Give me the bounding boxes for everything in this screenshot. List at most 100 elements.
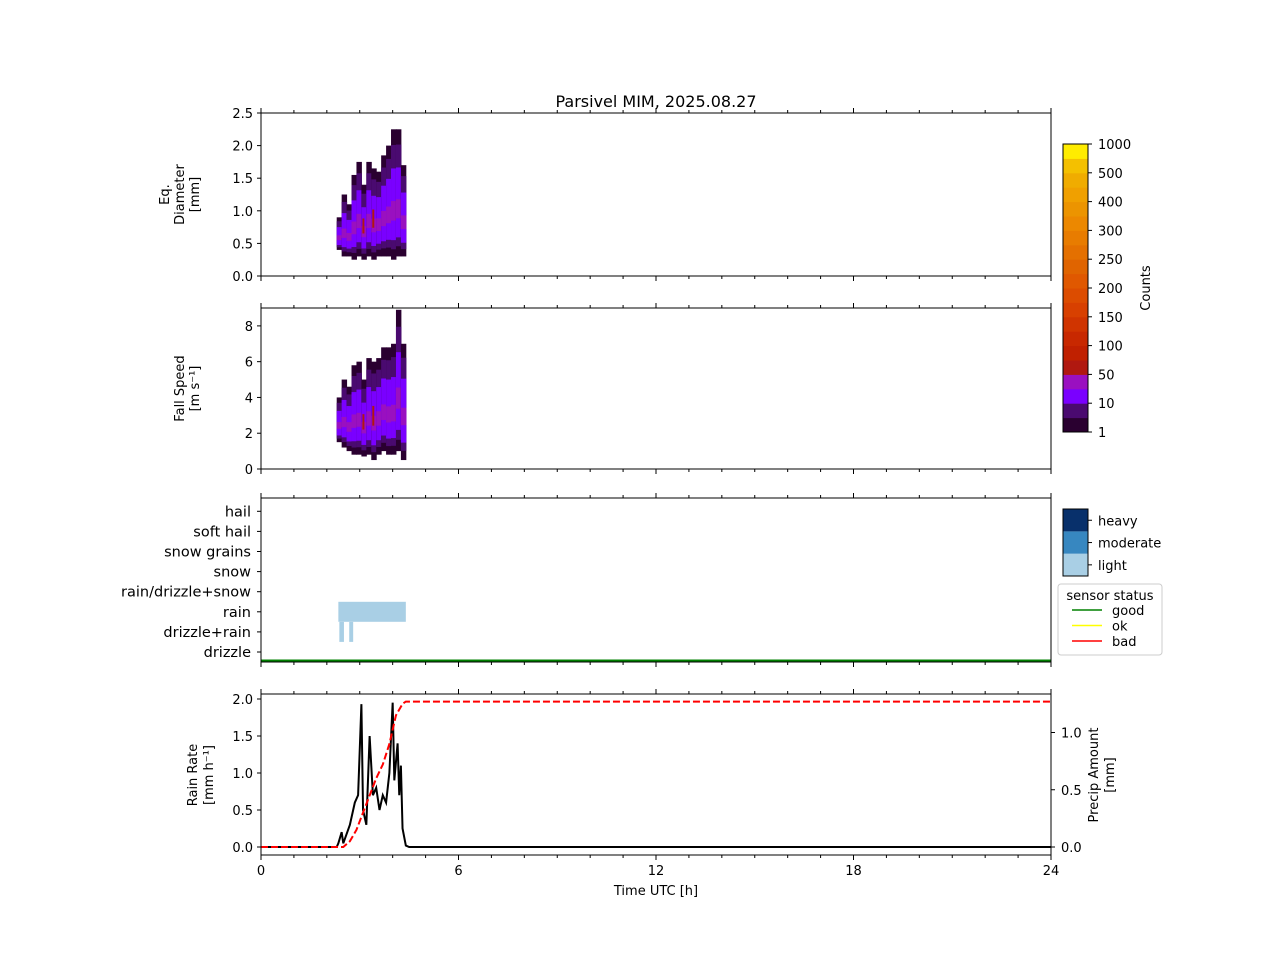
- intensity-label: heavy: [1098, 514, 1138, 529]
- intensity-label: moderate: [1098, 537, 1161, 552]
- heatmap-cell: [336, 422, 343, 429]
- y-tick-label: 6: [245, 356, 253, 371]
- heatmap-cell: [356, 412, 362, 427]
- heatmap-cell: [376, 411, 382, 426]
- y-tick-label: 0.0: [232, 270, 253, 285]
- heatmap-cell: [381, 404, 387, 420]
- sensor-legend-title: sensor status: [1066, 589, 1153, 604]
- y-tick-label: 1.0: [232, 767, 253, 782]
- colorbar-tick-label: 250: [1098, 253, 1123, 268]
- heatmap-cell: [386, 406, 392, 423]
- y-tick-label: 4: [245, 391, 253, 406]
- heatmap-cell: [336, 235, 343, 241]
- heatmap-cell: [381, 210, 387, 227]
- colorbar-tick-label: 100: [1098, 340, 1123, 355]
- colorbar-band: [1063, 417, 1088, 433]
- heatmap-cell: [351, 221, 357, 235]
- intensity-label: light: [1098, 559, 1127, 574]
- y2-axis-label: Precip Amount: [1087, 728, 1102, 823]
- y-axis-label: [mm h⁻¹]: [202, 745, 217, 805]
- intensity-band: [1063, 553, 1088, 576]
- heatmap-cell: [372, 209, 375, 228]
- colorbar-label: Counts: [1139, 265, 1154, 311]
- y-axis-label: [mm]: [188, 177, 203, 212]
- category-label: rain: [223, 605, 251, 621]
- chart-title: Parsivel MIM, 2025.08.27: [555, 92, 756, 111]
- precip-type-bar: [349, 621, 354, 642]
- intensity-band: [1063, 531, 1088, 554]
- y-tick-label: 0: [245, 463, 253, 478]
- category-label: drizzle: [204, 645, 251, 661]
- y-axis-label: Fall Speed: [173, 355, 188, 421]
- heatmap-cell: [362, 414, 365, 430]
- heatmap-cell: [376, 218, 382, 232]
- heatmap-cell: [356, 213, 362, 229]
- y-axis-label: Eq.: [158, 184, 173, 205]
- y-axis-label: Diameter: [173, 164, 188, 225]
- heatmap-cell: [366, 213, 372, 229]
- colorbar-band: [1063, 158, 1088, 174]
- colorbar-band: [1063, 374, 1088, 390]
- colorbar-band: [1063, 288, 1088, 303]
- colorbar-tick-label: 1000: [1098, 138, 1131, 153]
- colorbar-band: [1063, 230, 1088, 246]
- colorbar-tick-label: 200: [1098, 282, 1123, 297]
- colorbar-band: [1063, 403, 1088, 419]
- y-tick-label: 0.0: [232, 841, 253, 856]
- colorbar-band: [1063, 388, 1088, 404]
- colorbar-band: [1063, 244, 1088, 260]
- colorbar-band: [1063, 273, 1088, 289]
- classification-frame: [260, 497, 1052, 663]
- colorbar-tick-label: 50: [1098, 368, 1115, 383]
- x-tick-label: 24: [1043, 864, 1060, 879]
- colorbar-tick-label: 1: [1098, 426, 1106, 441]
- y2-tick-label: 0.5: [1061, 784, 1082, 799]
- y-axis-label: Rain Rate: [186, 744, 201, 807]
- x-tick-label: 6: [454, 864, 462, 879]
- intensity-band: [1063, 509, 1088, 532]
- heatmap-cell: [366, 411, 372, 426]
- heatmap-cell: [351, 414, 357, 428]
- colorbar-tick-label: 500: [1098, 167, 1123, 182]
- y-tick-label: 1.5: [232, 172, 253, 187]
- colorbar-tick-label: 400: [1098, 196, 1123, 211]
- colorbar-band: [1063, 259, 1088, 275]
- heatmap-cell: [362, 218, 365, 234]
- heatmap-frame: [260, 307, 1052, 470]
- colorbar-band: [1063, 302, 1088, 318]
- y-tick-label: 2.0: [232, 693, 253, 708]
- heatmap-cell: [391, 201, 397, 221]
- y-tick-label: 2.0: [232, 140, 253, 155]
- category-label: snow grains: [164, 545, 251, 561]
- sensor-legend-label: ok: [1112, 620, 1128, 635]
- precip-amount-line: [261, 700, 1051, 848]
- category-label: snow: [214, 565, 252, 581]
- x-tick-label: 18: [845, 864, 862, 879]
- intensity-frame: [1062, 508, 1089, 577]
- y-tick-label: 1.0: [232, 205, 253, 220]
- colorbar-band: [1063, 216, 1088, 231]
- heatmap-cell: [341, 416, 348, 428]
- colorbar-band: [1063, 360, 1088, 375]
- colorbar-tick-label: 300: [1098, 224, 1123, 239]
- category-label: soft hail: [193, 524, 251, 540]
- category-label: drizzle+rain: [163, 625, 251, 641]
- heatmap-cell: [341, 228, 348, 238]
- heatmap-cell: [386, 206, 392, 224]
- colorbar-band: [1063, 316, 1088, 332]
- heatmap-cell: [346, 232, 353, 241]
- sensor-legend-label: good: [1112, 604, 1144, 619]
- x-tick-label: 12: [648, 864, 665, 879]
- heatmap-cell: [400, 407, 407, 426]
- y-tick-label: 1.5: [232, 730, 253, 745]
- heatmap-cell: [400, 215, 407, 230]
- y2-tick-label: 0.0: [1061, 841, 1082, 856]
- y-tick-label: 0.5: [232, 237, 253, 252]
- heatmap-cell: [391, 404, 397, 422]
- y-tick-label: 2: [245, 427, 253, 442]
- x-axis-label: Time UTC [h]: [613, 884, 698, 899]
- heatmap-cell: [395, 199, 402, 219]
- heatmap-cell: [372, 405, 375, 426]
- y2-axis-label: [mm]: [1103, 757, 1118, 792]
- heatmap-cell: [395, 387, 402, 409]
